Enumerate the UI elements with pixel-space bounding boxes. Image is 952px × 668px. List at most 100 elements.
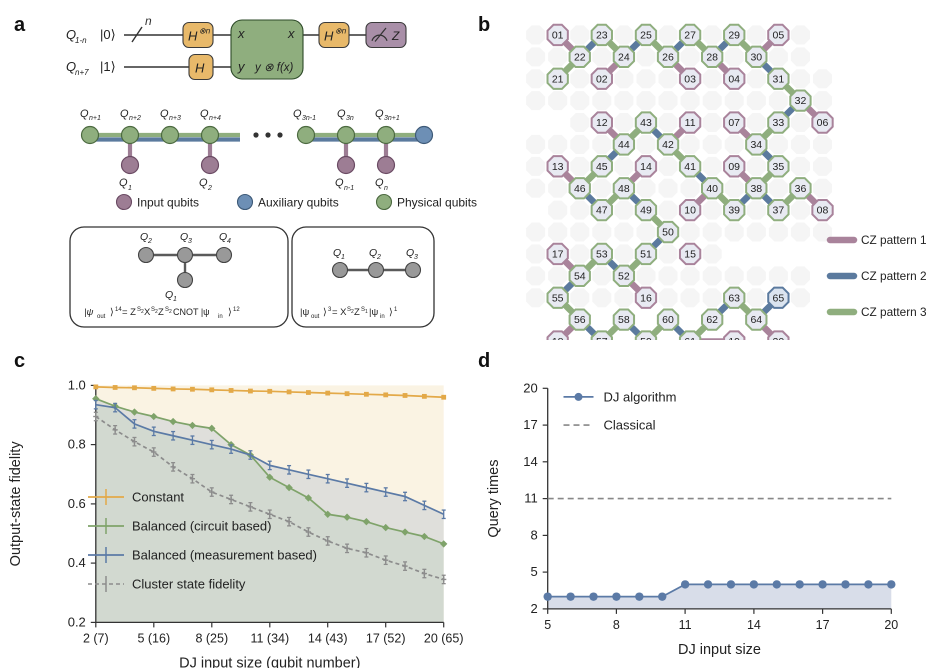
svg-text:n: n (384, 185, 388, 192)
svg-text:Q: Q (199, 177, 208, 189)
svg-text:20: 20 (523, 380, 537, 395)
svg-text:in: in (380, 314, 385, 320)
svg-text:⊗n: ⊗n (335, 27, 347, 36)
svg-text:CZ pattern 1: CZ pattern 1 (861, 233, 927, 247)
svg-text:04: 04 (728, 73, 740, 85)
svg-text:Q: Q (333, 247, 341, 259)
svg-text:45: 45 (596, 161, 608, 173)
svg-text:64: 64 (750, 314, 762, 326)
svg-text:15: 15 (684, 249, 696, 261)
svg-text:|ψ: |ψ (300, 307, 309, 318)
svg-text:out: out (97, 314, 106, 320)
svg-text:41: 41 (684, 161, 696, 173)
svg-text:Q: Q (140, 231, 148, 243)
svg-text:17: 17 (816, 618, 830, 632)
svg-text:02: 02 (596, 73, 608, 85)
svg-text:out: out (311, 314, 320, 320)
svg-text:20: 20 (884, 618, 898, 632)
svg-text:Q: Q (335, 177, 344, 189)
svg-text:0.6: 0.6 (68, 496, 86, 511)
svg-text:38: 38 (750, 183, 762, 195)
svg-text:01: 01 (552, 30, 564, 42)
svg-text:14: 14 (523, 454, 537, 469)
svg-text:06: 06 (817, 117, 829, 129)
svg-text:63: 63 (728, 292, 740, 304)
svg-text:21: 21 (552, 73, 564, 85)
svg-text:12: 12 (596, 117, 608, 129)
svg-text:03: 03 (684, 73, 696, 85)
svg-text:39: 39 (728, 205, 740, 217)
svg-text:Z: Z (354, 307, 360, 318)
svg-text:11 (34): 11 (34) (250, 631, 289, 645)
svg-text:Classical: Classical (604, 418, 656, 433)
svg-text:Q: Q (293, 108, 302, 120)
svg-text:09: 09 (728, 161, 740, 173)
svg-text:3n: 3n (346, 115, 354, 122)
svg-text:n+1: n+1 (89, 115, 101, 122)
svg-text:44: 44 (618, 139, 630, 151)
svg-text:Constant: Constant (132, 490, 184, 505)
svg-text:CNOT |ψ: CNOT |ψ (173, 307, 210, 317)
svg-text:Balanced (circuit based): Balanced (circuit based) (132, 519, 271, 534)
svg-text:⟩: ⟩ (110, 307, 114, 318)
svg-text:2: 2 (376, 254, 381, 261)
svg-text:31: 31 (773, 73, 785, 85)
svg-text:Q: Q (180, 231, 188, 243)
svg-text:8: 8 (613, 618, 620, 632)
svg-text:65: 65 (773, 292, 785, 304)
svg-text:Physical qubits: Physical qubits (397, 196, 477, 210)
svg-text:3n+1: 3n+1 (384, 115, 400, 122)
svg-text:1: 1 (341, 254, 345, 261)
svg-text:2: 2 (530, 601, 537, 616)
svg-text:11: 11 (679, 618, 692, 632)
svg-text:54: 54 (574, 270, 586, 282)
svg-text:32: 32 (795, 95, 807, 107)
svg-text:H: H (324, 29, 334, 44)
svg-text:40: 40 (706, 183, 718, 195)
svg-text:56: 56 (574, 314, 586, 326)
svg-text:8: 8 (530, 527, 537, 542)
svg-text:10: 10 (684, 205, 696, 217)
svg-text:y ⊗ f(x): y ⊗ f(x) (254, 62, 294, 74)
svg-text:14: 14 (747, 618, 761, 632)
svg-text:17: 17 (523, 417, 537, 432)
svg-text:5: 5 (544, 618, 551, 632)
svg-text:Input qubits: Input qubits (137, 196, 199, 210)
svg-text:1.0: 1.0 (68, 377, 86, 392)
svg-text:11: 11 (685, 117, 696, 129)
svg-text:17 (52): 17 (52) (366, 631, 406, 645)
svg-text:DJ input size: DJ input size (678, 642, 761, 658)
svg-text:Q: Q (165, 289, 173, 301)
svg-text:Balanced (measurement based): Balanced (measurement based) (132, 548, 317, 563)
svg-text:28: 28 (706, 51, 718, 63)
svg-text:8 (25): 8 (25) (195, 631, 228, 645)
svg-text:1-n: 1-n (75, 36, 87, 45)
svg-text:|ψ: |ψ (84, 307, 93, 318)
svg-text:0.2: 0.2 (68, 614, 86, 629)
svg-text:12: 12 (233, 307, 240, 313)
svg-text:2: 2 (169, 309, 172, 315)
svg-text:46: 46 (574, 183, 586, 195)
svg-text:⟩: ⟩ (323, 307, 327, 318)
svg-text:17: 17 (552, 249, 564, 261)
svg-text:35: 35 (773, 161, 785, 173)
svg-text:⟩: ⟩ (228, 307, 232, 318)
svg-text:48: 48 (618, 183, 630, 195)
svg-text:n+7: n+7 (75, 68, 89, 77)
svg-text:X: X (144, 307, 151, 318)
svg-text:2: 2 (207, 185, 212, 192)
svg-text:1: 1 (173, 296, 177, 303)
svg-text:33: 33 (773, 117, 785, 129)
svg-text:34: 34 (750, 139, 762, 151)
svg-text:3: 3 (414, 254, 418, 261)
svg-text:07: 07 (728, 117, 740, 129)
svg-text:Q: Q (120, 108, 129, 120)
svg-text:|1⟩: |1⟩ (100, 59, 116, 74)
svg-text:22: 22 (574, 51, 586, 63)
svg-text:43: 43 (640, 117, 652, 129)
svg-text:Q: Q (406, 247, 414, 259)
svg-text:52: 52 (618, 270, 630, 282)
svg-text:Z: Z (158, 307, 164, 318)
svg-text:x: x (237, 26, 245, 41)
svg-text:2 (7): 2 (7) (83, 631, 109, 645)
